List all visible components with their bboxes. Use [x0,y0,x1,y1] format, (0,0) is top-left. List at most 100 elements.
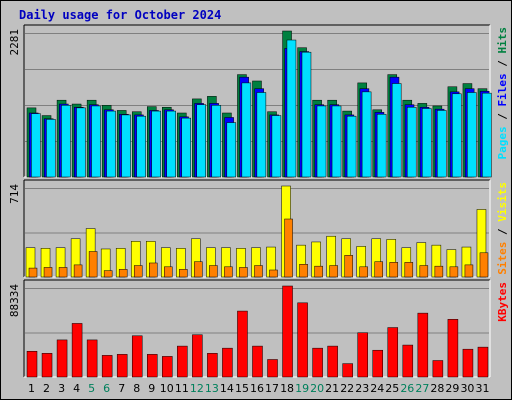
day-label-15: 15 [235,382,249,395]
sites-bar-day-10 [164,266,173,278]
kbytes-bar-day-16 [252,345,263,378]
sites-bar-day-26 [404,262,414,278]
kbytes-bar-day-19 [297,302,308,378]
day-label-8: 8 [133,382,140,395]
pages-bar-day-20 [316,105,327,178]
day-label-25: 25 [385,382,399,395]
sites-bar-day-4 [73,264,83,278]
panel-max-label: 88334 [8,284,21,317]
kbytes-bar-day-11 [177,345,188,378]
pages-bar-day-3 [61,105,71,178]
day-label-18: 18 [280,382,294,395]
kbytes-bar-day-15 [237,310,248,378]
sites-bar-day-21 [329,265,338,278]
day-label-23: 23 [355,382,369,395]
pages-bar-day-5 [91,105,101,178]
kbytes-bar-day-20 [312,347,323,378]
kbytes-bar-day-4 [71,323,83,378]
pages-bar-day-24 [376,114,387,178]
visits-sites-panel: 714 Sites / Visits [8,179,509,278]
pages-bar-day-21 [331,105,342,178]
sites-bar-day-14 [224,266,233,278]
day-label-22: 22 [340,382,354,395]
pages-bar-day-4 [76,107,86,178]
sites-bar-day-18 [284,218,293,278]
panel-legend: Pages / Files / Hits [496,27,509,160]
day-label-19: 19 [295,382,309,395]
kbytes-bar-day-10 [162,356,173,378]
kbytes-bar-day-29 [447,319,459,378]
pages-bar-day-18 [286,39,297,178]
legend-separator: / [496,107,509,127]
day-label-17: 17 [265,382,279,395]
pages-bar-day-14 [226,122,237,178]
day-label-1: 1 [28,382,35,395]
pages-bar-day-2 [46,119,56,178]
kbytes-bar-day-24 [372,349,383,378]
pages-bar-day-15 [241,82,252,178]
kbytes-bar-day-31 [477,346,489,378]
legend-sites: Sites [496,242,509,275]
legend-visits: Visits [496,182,509,222]
kbytes-bar-day-6 [101,355,113,378]
kbytes-bar-day-18 [282,285,293,378]
day-label-5: 5 [88,382,95,395]
day-label-26: 26 [400,382,414,395]
pages-bar-day-19 [301,51,312,178]
kbytes-panel: 88334 KBytes [8,279,509,378]
sites-bar-day-5 [88,251,98,278]
pages-bar-day-12 [196,104,207,178]
sites-bar-day-9 [149,262,158,278]
legend-separator: / [496,222,509,242]
day-label-2: 2 [43,382,50,395]
day-label-28: 28 [430,382,444,395]
kbytes-bar-day-23 [357,332,368,378]
pages-bar-day-11 [181,117,191,178]
kbytes-bar-day-7 [116,354,128,378]
kbytes-bar-day-14 [222,347,233,378]
sites-bar-day-6 [103,270,113,278]
pages-bar-day-29 [452,93,462,178]
pages-bar-day-30 [467,92,477,178]
panel-legend: KBytes [496,282,509,322]
kbytes-bar-day-1 [26,350,38,378]
pages-bar-day-13 [211,105,222,178]
sites-bar-day-20 [314,265,323,278]
kbytes-bar-day-13 [207,353,218,378]
legend-kbytes: KBytes [496,282,509,322]
pages-bar-day-17 [271,115,282,178]
kbytes-bar-day-28 [432,360,444,378]
sites-bar-day-13 [209,265,218,278]
kbytes-bar-day-17 [267,359,278,378]
sites-bar-day-1 [28,267,38,278]
pages-bar-day-23 [361,91,372,178]
kbytes-bar-day-9 [147,354,158,378]
sites-bar-day-3 [58,267,68,278]
pages-bar-day-16 [256,92,267,178]
day-label-9: 9 [148,382,155,395]
pages-bar-day-6 [106,110,116,178]
sites-bar-day-24 [374,261,383,278]
pages-bar-day-31 [482,92,492,178]
day-label-12: 12 [190,382,204,395]
hits-files-pages-panel: 2281 Pages / Files / Hits [8,24,509,178]
sites-bar-day-2 [43,267,53,278]
day-label-6: 6 [103,382,110,395]
day-label-20: 20 [310,382,324,395]
day-label-3: 3 [58,382,65,395]
sites-bar-day-31 [479,252,489,278]
sites-bar-day-27 [419,265,429,278]
day-label-31: 31 [475,382,489,395]
sites-bar-day-7 [118,269,128,278]
pages-bar-day-10 [166,110,176,178]
kbytes-bar-day-30 [462,348,474,378]
panel-legend: Sites / Visits [496,182,509,275]
sites-bar-day-16 [254,265,263,278]
legend-separator: / [496,54,509,74]
panel-max-label: 714 [8,184,21,204]
sites-bar-day-30 [464,264,474,278]
pages-bar-day-26 [406,106,417,178]
panel-max-label: 2281 [8,29,21,56]
kbytes-bar-day-26 [402,344,414,378]
